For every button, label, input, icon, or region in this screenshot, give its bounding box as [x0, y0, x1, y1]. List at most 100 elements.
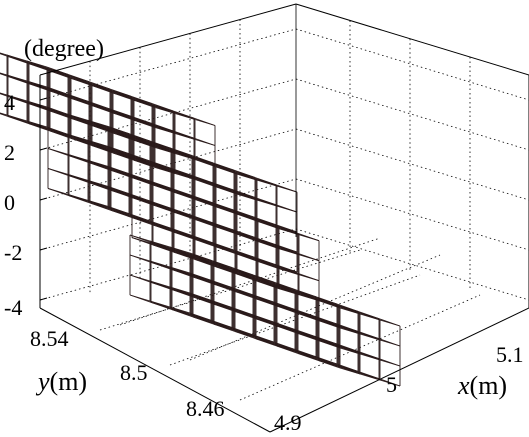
voxel-edge [49, 130, 72, 139]
voxel-edge [91, 105, 114, 114]
voxel-edge [255, 338, 278, 347]
voxel-edge [194, 139, 216, 146]
voxel-edge [236, 173, 258, 181]
voxel-edge [172, 150, 194, 158]
voxel-edge [194, 119, 216, 126]
voxel-edge [49, 70, 72, 79]
voxel-edge [257, 220, 280, 230]
voxel-edge [318, 300, 341, 309]
z-gridline [295, 78, 529, 151]
voxel-edge [109, 128, 131, 136]
voxel-edge [276, 325, 299, 334]
voxel-edge [297, 352, 320, 362]
z-tick-mark [39, 147, 48, 151]
voxel-edge [91, 125, 114, 134]
voxel-edge [379, 339, 401, 347]
voxel-edge [359, 373, 381, 381]
voxel-edge [255, 318, 278, 327]
voxel-edge [215, 166, 238, 175]
voxel-edge [318, 360, 341, 369]
voxel-edge [7, 75, 30, 85]
voxel-edge [192, 316, 215, 325]
voxel-edge [131, 197, 154, 206]
voxel-edge [0, 93, 9, 97]
voxel-edge [194, 219, 217, 228]
voxel-edge [0, 52, 8, 56]
z-gridline [39, 228, 297, 301]
voxel-edge [133, 119, 156, 128]
voxel-edge [88, 121, 110, 129]
voxel-edge [257, 260, 280, 270]
voxel-edge [133, 99, 156, 108]
x-axis-title: x(m) [457, 371, 507, 400]
voxel-edge [70, 77, 93, 87]
voxel-edge [339, 327, 361, 335]
voxel-edge [154, 107, 176, 114]
voxel-edge [172, 170, 194, 178]
voxel-edge [173, 231, 196, 240]
voxel-edge [173, 191, 196, 200]
voxel-edge [276, 305, 299, 314]
floor-gridline [169, 274, 421, 366]
voxel-edge [359, 333, 381, 341]
z-gridline [39, 28, 297, 101]
voxel-edge [131, 177, 154, 186]
voxel-edge [49, 110, 72, 119]
z-tick-label: 2 [4, 140, 15, 165]
voxel-edge [194, 259, 217, 268]
voxel-edge [47, 167, 70, 177]
voxel-edge [297, 312, 320, 322]
y-axis-title: y(m) [35, 367, 87, 396]
voxel-edge [257, 280, 280, 290]
voxel-edge [129, 274, 152, 283]
axis-edge [39, 307, 271, 433]
y-tick-label: 8.54 [30, 326, 69, 351]
voxel-edge [89, 162, 112, 171]
voxel-edge [0, 113, 9, 117]
voxel-edge [151, 143, 173, 151]
voxel-edge [112, 152, 135, 161]
voxel-edge [112, 92, 135, 101]
voxel-edge [298, 294, 320, 302]
voxel-edge [276, 185, 298, 193]
x-tick-label: 5 [386, 372, 397, 397]
voxel-edge [234, 311, 257, 320]
z-gridline [39, 78, 297, 151]
voxel-edge [47, 147, 70, 157]
voxel-edge [67, 113, 89, 121]
z-tick-mark [39, 97, 48, 101]
voxel-edge [194, 159, 217, 168]
voxel-edge [130, 135, 152, 143]
voxel-edge [339, 347, 361, 355]
voxel-edge [234, 331, 257, 340]
voxel-edge [91, 85, 114, 94]
voxel-edge [236, 253, 259, 262]
z-gridline [295, 178, 529, 251]
voxel-edge [171, 269, 194, 278]
voxel-edge [256, 179, 278, 187]
voxel-edge [359, 353, 381, 361]
voxel-edge [194, 199, 217, 208]
voxel-edge [112, 112, 135, 121]
voxel-edge [131, 217, 154, 226]
voxel-edge [298, 234, 320, 242]
voxel-edge [110, 209, 133, 219]
voxel-edge [174, 113, 196, 120]
voxel-edge [236, 193, 258, 201]
voxel-edge [0, 72, 8, 76]
voxel-edge [256, 199, 278, 207]
voxel-edge [7, 95, 30, 105]
z-gridline [39, 178, 297, 251]
voxel-edge [171, 289, 194, 298]
voxel-edge [0, 112, 8, 116]
voxel-edge [154, 127, 176, 134]
voxel-edge [278, 268, 300, 276]
voxel-edge [213, 323, 236, 332]
voxel-edge [88, 141, 110, 149]
voxel-edge [318, 320, 341, 329]
voxel-edge [150, 281, 173, 291]
voxel-edge [298, 254, 320, 262]
z-tick-mark [39, 197, 48, 201]
voxel-edge [28, 63, 51, 72]
voxel-edge [68, 175, 91, 184]
